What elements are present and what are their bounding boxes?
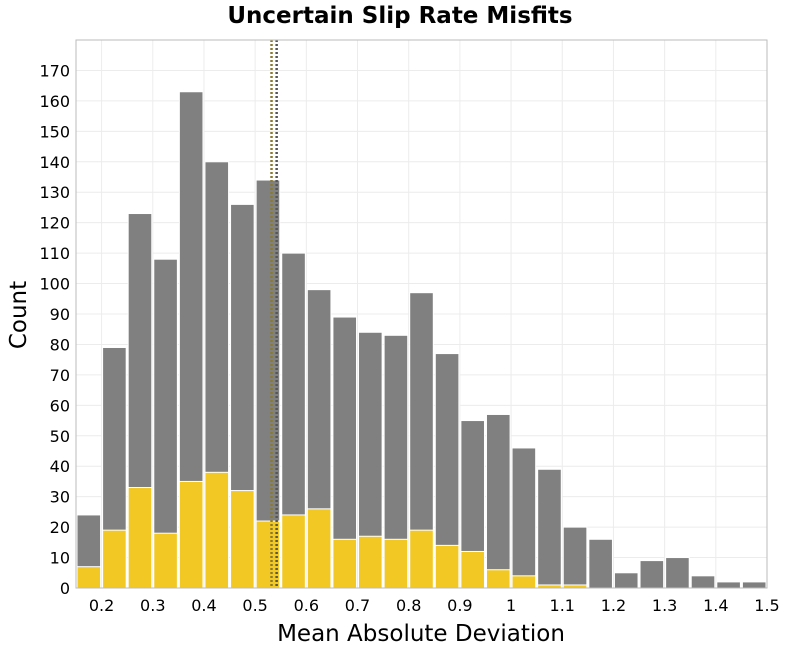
y-tick-label: 70 bbox=[50, 366, 70, 385]
bar-yellow bbox=[409, 529, 434, 589]
x-tick-label: 1.4 bbox=[703, 596, 728, 615]
plot-frame bbox=[75, 39, 768, 589]
y-tick-label: 40 bbox=[50, 457, 70, 476]
y-tick-label: 160 bbox=[39, 92, 70, 111]
x-tick-label: 0.2 bbox=[89, 596, 114, 615]
bar-yellow bbox=[178, 480, 204, 589]
bar-yellow bbox=[127, 487, 153, 589]
x-tick-label: 0.3 bbox=[140, 596, 165, 615]
y-axis-ticks: 0 10 20 30 40 50 60 70 80 90 100 110 120 130 140 150 160… bbox=[39, 61, 70, 598]
bar-gray bbox=[639, 560, 665, 589]
y-tick-label: 50 bbox=[50, 427, 70, 446]
x-tick-label: 0.5 bbox=[242, 596, 267, 615]
bar-yellow bbox=[332, 538, 358, 589]
bar-yellow bbox=[434, 544, 460, 589]
bar-yellow bbox=[204, 471, 230, 589]
bar-yellow bbox=[102, 529, 127, 589]
bar-yellow bbox=[383, 538, 409, 589]
bar-gray bbox=[716, 581, 741, 589]
bar-yellow bbox=[230, 490, 255, 589]
bar-yellow bbox=[153, 532, 178, 589]
x-axis-label: Mean Absolute Deviation bbox=[277, 621, 565, 647]
x-tick-label: 0.6 bbox=[294, 596, 319, 615]
bar-gray bbox=[741, 581, 767, 589]
bar-gray bbox=[485, 413, 511, 589]
y-tick-label: 110 bbox=[39, 244, 70, 263]
bar-gray bbox=[511, 447, 537, 589]
x-tick-label: 0.4 bbox=[191, 596, 216, 615]
x-tick-label: 0.9 bbox=[447, 596, 472, 615]
bar-gray bbox=[665, 557, 690, 589]
y-tick-label: 130 bbox=[39, 183, 70, 202]
x-tick-label: 1 bbox=[506, 596, 516, 615]
y-tick-label: 20 bbox=[50, 518, 70, 537]
y-tick-label: 0 bbox=[60, 579, 70, 598]
x-tick-label: 1.3 bbox=[652, 596, 677, 615]
reference-lines bbox=[270, 40, 278, 588]
y-tick-label: 150 bbox=[39, 122, 70, 141]
y-tick-label: 10 bbox=[50, 549, 70, 568]
x-tick-label: 1.2 bbox=[601, 596, 626, 615]
bar-gray bbox=[537, 468, 562, 589]
x-tick-label: 1.5 bbox=[754, 596, 779, 615]
y-tick-label: 140 bbox=[39, 153, 70, 172]
y-tick-label: 170 bbox=[39, 61, 70, 80]
bar-gray bbox=[613, 572, 639, 589]
bar-yellow bbox=[511, 575, 537, 589]
bar-gray bbox=[588, 538, 613, 589]
bar-gray bbox=[562, 526, 588, 589]
y-tick-label: 60 bbox=[50, 396, 70, 415]
bar-yellow bbox=[306, 508, 332, 589]
y-tick-label: 120 bbox=[39, 214, 70, 233]
bar-yellow bbox=[358, 535, 383, 589]
bar-gray bbox=[690, 575, 716, 589]
x-axis-ticks: 0.2 0.3 0.4 0.5 0.6 0.7 0.8 0.9 1 1.1 1.2 1.3 1.4 1.5 bbox=[89, 596, 780, 615]
bar-yellow bbox=[485, 569, 511, 589]
bar-yellow bbox=[281, 514, 306, 589]
x-tick-label: 0.7 bbox=[345, 596, 370, 615]
x-tick-label: 1.1 bbox=[550, 596, 575, 615]
y-tick-label: 100 bbox=[39, 275, 70, 294]
y-tick-label: 30 bbox=[50, 488, 70, 507]
bar-yellow bbox=[460, 550, 485, 589]
y-tick-label: 90 bbox=[50, 305, 70, 324]
bar-yellow bbox=[76, 566, 102, 589]
y-tick-label: 80 bbox=[50, 335, 70, 354]
x-tick-label: 0.8 bbox=[396, 596, 421, 615]
y-axis-label: Count bbox=[6, 281, 32, 349]
chart-title: Uncertain Slip Rate Misfits bbox=[227, 3, 572, 29]
